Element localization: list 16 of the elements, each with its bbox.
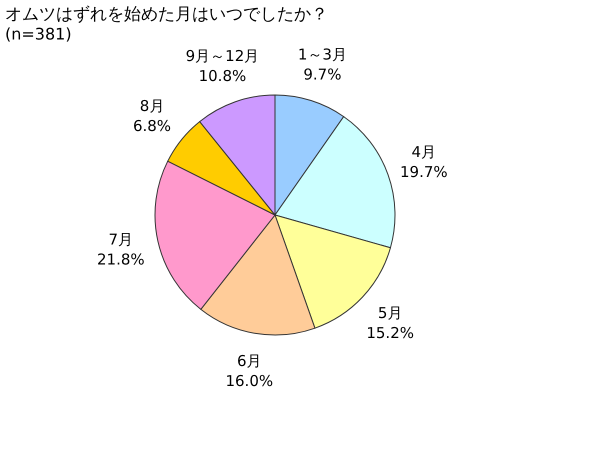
slice-label: 6月 — [237, 352, 262, 370]
slice-label: 8月 — [140, 96, 164, 115]
slice-label: 7月 — [108, 230, 134, 248]
data-label: 16.0% — [225, 372, 274, 390]
data-label: 10.8% — [198, 67, 246, 86]
data-label: 15.2% — [366, 324, 414, 342]
data-label: 19.7% — [400, 162, 448, 181]
chart-subtitle: (n=381) — [5, 24, 72, 44]
data-label: 9.7% — [303, 65, 342, 84]
slice-label: 5月 — [378, 304, 402, 322]
data-label: 6.8% — [132, 116, 172, 135]
slice-label: 4月 — [412, 142, 436, 161]
chart-title: オムツはずれを始めた月はいつでしたか？ — [5, 4, 328, 24]
slice-label: 9月～12月 — [186, 47, 260, 66]
data-label: 21.8% — [96, 250, 145, 268]
slice-label: 1～3月 — [298, 45, 347, 64]
